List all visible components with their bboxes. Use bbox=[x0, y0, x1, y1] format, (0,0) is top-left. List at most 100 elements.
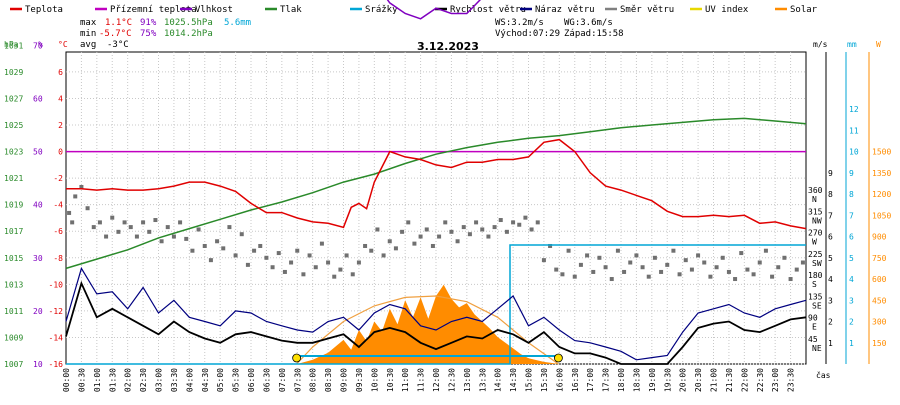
wind-direction-point bbox=[652, 255, 657, 260]
legend-label: Tlak bbox=[280, 5, 302, 15]
wind-direction-point bbox=[763, 248, 768, 253]
time-tick-label: 03:00 bbox=[155, 368, 164, 392]
wind-direction-point bbox=[369, 248, 374, 253]
wind-direction-point bbox=[350, 272, 355, 277]
wind-direction-point bbox=[603, 265, 608, 270]
hpa-tick-label: 1009 bbox=[4, 333, 23, 342]
pct-tick-label: 70 bbox=[33, 41, 43, 50]
direction-tick-label: 360 bbox=[808, 186, 823, 195]
temp-tick-label: -16 bbox=[49, 360, 64, 369]
wind-direction-point bbox=[517, 222, 522, 227]
time-tick-label: 16:30 bbox=[571, 368, 580, 392]
wind-direction-point bbox=[381, 253, 386, 258]
w-tick-label: 750 bbox=[872, 254, 887, 263]
wind-direction-point bbox=[535, 220, 540, 225]
wind-direction-point bbox=[696, 253, 701, 258]
wind-direction-point bbox=[295, 248, 300, 253]
mm-axis-unit: mm bbox=[847, 40, 857, 49]
wind-direction-point bbox=[289, 260, 294, 265]
stat-avg-label: avg bbox=[80, 40, 96, 50]
compass-label: SW bbox=[812, 259, 822, 268]
wind-direction-point bbox=[714, 265, 719, 270]
wind-speed-line bbox=[65, 280, 807, 365]
time-tick-label: 23:30 bbox=[787, 368, 796, 392]
wind-direction-point bbox=[467, 232, 472, 237]
hpa-tick-label: 1029 bbox=[4, 68, 23, 77]
rain-total-line bbox=[66, 244, 806, 365]
time-tick-label: 07:30 bbox=[293, 368, 302, 392]
wind-direction-point bbox=[677, 272, 682, 277]
pct-tick-label: 10 bbox=[33, 360, 43, 369]
wind-direction-point bbox=[591, 269, 596, 274]
direction-tick-label: 225 bbox=[808, 250, 823, 259]
wind-direction-point bbox=[622, 269, 627, 274]
hpa-tick-label: 1007 bbox=[4, 360, 23, 369]
hpa-axis-unit: hPa bbox=[4, 40, 19, 49]
stat-min-label: min bbox=[80, 29, 96, 39]
mm-tick-label: 11 bbox=[849, 126, 859, 135]
wind-direction-point bbox=[171, 234, 176, 239]
pct-tick-label: 50 bbox=[33, 148, 43, 157]
wind-direction-point bbox=[141, 220, 146, 225]
mm-tick-label: 1 bbox=[849, 339, 854, 348]
time-tick-label: 10:00 bbox=[370, 368, 379, 392]
temp-tick-label: -12 bbox=[49, 307, 64, 316]
time-tick-label: 01:30 bbox=[108, 368, 117, 392]
info-sunset: Západ:15:58 bbox=[564, 29, 624, 39]
temp-tick-label: -2 bbox=[53, 174, 63, 183]
wind-direction-point bbox=[628, 260, 633, 265]
hpa-tick-label: 1013 bbox=[4, 280, 23, 289]
time-tick-label: 08:30 bbox=[324, 368, 333, 392]
wind-direction-point bbox=[751, 272, 756, 277]
wind-direction-point bbox=[461, 225, 466, 230]
wind-direction-point bbox=[418, 234, 423, 239]
ms-tick-label: 8 bbox=[828, 190, 833, 199]
wind-direction-point bbox=[646, 274, 651, 279]
wind-direction-point bbox=[665, 262, 670, 267]
wind-direction-point bbox=[726, 269, 731, 274]
wind-direction-point bbox=[79, 184, 84, 189]
pct-tick-label: 60 bbox=[33, 94, 43, 103]
legend-label: Náraz větru bbox=[535, 5, 595, 15]
wind-direction-point bbox=[239, 232, 244, 237]
time-tick-label: 22:00 bbox=[740, 368, 749, 392]
wind-direction-point bbox=[739, 251, 744, 256]
solar-theoretical-line bbox=[296, 295, 559, 365]
wind-direction-point bbox=[554, 267, 559, 272]
temp-tick-label: -4 bbox=[53, 201, 63, 210]
x-axis-unit: čas bbox=[816, 370, 831, 380]
wind-direction-point bbox=[757, 260, 762, 265]
ms-tick-label: 6 bbox=[828, 233, 833, 242]
time-tick-label: 04:00 bbox=[185, 368, 194, 392]
wind-direction-point bbox=[128, 225, 133, 230]
w-tick-label: 450 bbox=[872, 296, 887, 305]
mm-tick-label: 6 bbox=[849, 233, 854, 242]
temp-tick-label: 6 bbox=[58, 68, 63, 77]
temp-tick-label: 4 bbox=[58, 94, 63, 103]
time-tick-label: 23:00 bbox=[771, 368, 780, 392]
direction-tick-label: 135 bbox=[808, 292, 823, 301]
wind-direction-point bbox=[671, 248, 676, 253]
wind-direction-point bbox=[702, 260, 707, 265]
ms-tick-label: 7 bbox=[828, 211, 833, 220]
ms-tick-label: 3 bbox=[828, 296, 833, 305]
time-tick-label: 03:30 bbox=[170, 368, 179, 392]
mm-tick-label: 9 bbox=[849, 169, 854, 178]
time-tick-label: 04:30 bbox=[201, 368, 210, 392]
pressure-line bbox=[65, 117, 807, 270]
wind-direction-point bbox=[215, 239, 220, 244]
compass-label: E bbox=[812, 323, 817, 332]
ms-tick-label: 2 bbox=[828, 318, 833, 327]
wind-direction-point bbox=[301, 272, 306, 277]
wind-direction-point bbox=[486, 234, 491, 239]
time-tick-label: 19:00 bbox=[648, 368, 657, 392]
wind-direction-point bbox=[307, 253, 312, 258]
direction-tick-label: 45 bbox=[808, 335, 818, 344]
time-tick-label: 09:30 bbox=[355, 368, 364, 392]
temp-axis-unit: °C bbox=[58, 40, 68, 49]
time-tick-label: 12:00 bbox=[432, 368, 441, 392]
temp-tick-label: -10 bbox=[49, 280, 64, 289]
wind-direction-point bbox=[800, 260, 805, 265]
hpa-tick-label: 1019 bbox=[4, 201, 23, 210]
